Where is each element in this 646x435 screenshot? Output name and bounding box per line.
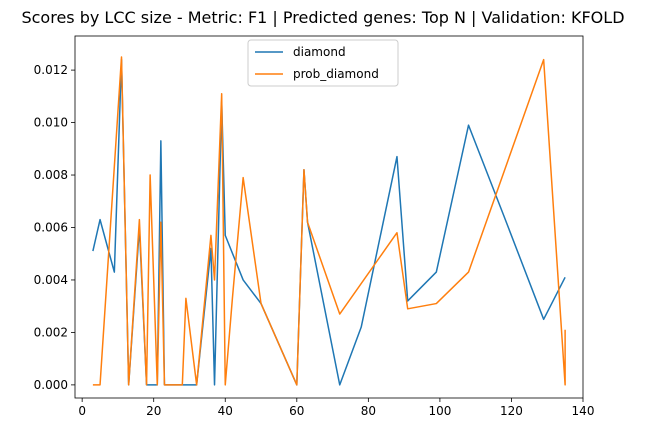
x-tick-label: 60 (289, 404, 304, 418)
chart-title: Scores by LCC size - Metric: F1 | Predic… (21, 8, 624, 27)
y-tick-label: 0.000 (34, 378, 68, 392)
x-tick-label: 140 (572, 404, 595, 418)
y-tick-label: 0.008 (34, 168, 68, 182)
x-tick-label: 80 (361, 404, 376, 418)
legend-box (247, 39, 399, 87)
x-tick-label: 0 (78, 404, 86, 418)
axes: 0 20 40 60 80 100 120 140 0.000 0.002 0.004 0.006 0.… (34, 35, 595, 418)
legend: diamond prob_diamond (247, 39, 399, 87)
y-tick-label: 0.002 (34, 325, 68, 339)
x-tick-label: 40 (218, 404, 233, 418)
x-tick-label: 120 (500, 404, 523, 418)
legend-label-diamond: diamond (293, 45, 346, 59)
series-line-prob-diamond (92, 56, 566, 386)
plot-area (92, 56, 566, 386)
y-tick-label: 0.004 (34, 273, 68, 287)
y-tick-label: 0.012 (34, 63, 68, 77)
y-tick-label: 0.010 (34, 116, 68, 130)
x-tick-label: 20 (146, 404, 161, 418)
y-tick-label: 0.006 (34, 220, 68, 234)
x-tick-label: 100 (428, 404, 451, 418)
legend-label-prob-diamond: prob_diamond (293, 67, 379, 81)
axes-frame (74, 35, 584, 399)
